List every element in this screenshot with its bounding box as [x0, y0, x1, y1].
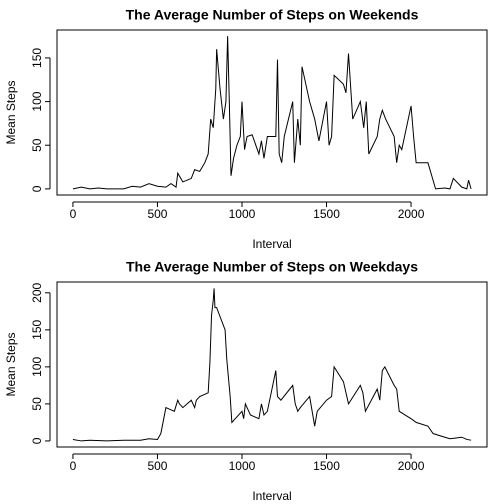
- y-tick-label: 150: [30, 320, 44, 340]
- x-tick-label: 1500: [313, 459, 340, 473]
- x-tick-label: 1000: [229, 459, 256, 473]
- y-axis-label: Mean Steps: [4, 80, 18, 144]
- plot-box: [56, 29, 488, 196]
- x-tick-label: 2000: [398, 459, 425, 473]
- data-line: [72, 36, 472, 190]
- y-tick-label: 0: [30, 185, 44, 192]
- y-tick-label: 100: [30, 91, 44, 111]
- chart-title: The Average Number of Steps on Weekdays: [126, 259, 418, 275]
- y-tick-label: 100: [30, 357, 44, 377]
- data-line: [72, 288, 472, 442]
- x-tick-label: 500: [147, 459, 167, 473]
- y-tick-label: 150: [30, 48, 44, 68]
- plot-box: [56, 281, 488, 448]
- x-axis-label: Interval: [252, 489, 291, 503]
- x-axis-label: Interval: [252, 237, 291, 251]
- x-tick-label: 1500: [313, 207, 340, 221]
- x-tick-label: 2000: [398, 207, 425, 221]
- y-tick-label: 200: [30, 282, 44, 302]
- x-tick-label: 500: [147, 207, 167, 221]
- chart-title: The Average Number of Steps on Weekends: [126, 7, 419, 23]
- y-tick-label: 50: [30, 397, 44, 411]
- y-axis-label: Mean Steps: [4, 332, 18, 396]
- x-tick-label: 0: [70, 207, 77, 221]
- x-tick-label: 0: [70, 459, 77, 473]
- y-tick-label: 50: [30, 138, 44, 152]
- y-tick-label: 0: [30, 437, 44, 444]
- x-tick-label: 1000: [229, 207, 256, 221]
